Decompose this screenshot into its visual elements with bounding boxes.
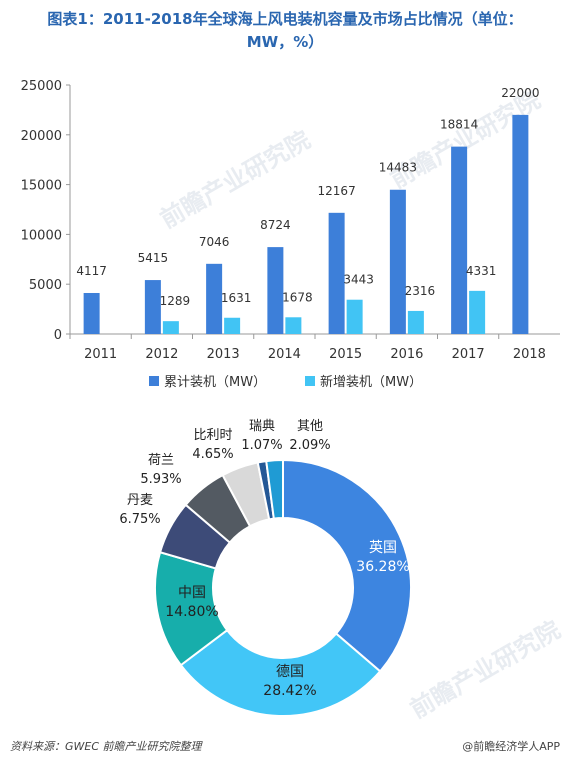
bar-chart: 0 5000 10000 15000 20000 25000 2011 4117 2012 541… bbox=[21, 79, 560, 390]
bar-cumulative bbox=[328, 212, 345, 334]
data-label-cumulative: 8724 bbox=[260, 218, 291, 232]
data-label-new: 4331 bbox=[466, 264, 497, 278]
bar-new bbox=[285, 317, 302, 334]
slice-label: 比利时 bbox=[193, 428, 232, 443]
bar-cumulative bbox=[451, 146, 468, 334]
data-label-cumulative: 4117 bbox=[76, 264, 107, 278]
slice-label: 瑞典 bbox=[249, 419, 275, 434]
x-tick-label: 2011 bbox=[84, 347, 117, 362]
x-tick-label: 2013 bbox=[207, 347, 240, 362]
x-tick-label: 2015 bbox=[329, 347, 362, 362]
donut-slice bbox=[282, 458, 412, 673]
bar-cumulative bbox=[83, 292, 100, 334]
slice-value: 5.93% bbox=[140, 472, 181, 487]
bar-new bbox=[346, 299, 363, 334]
legend-label-new: 新增装机（MW） bbox=[320, 374, 422, 390]
footer-brand: @前瞻经济学人APP bbox=[462, 740, 560, 753]
data-label-cumulative: 14483 bbox=[379, 161, 417, 175]
data-label-new: 1631 bbox=[221, 291, 252, 305]
y-tick-label: 0 bbox=[54, 328, 62, 343]
chart-title-line1: 图表1：2011-2018年全球海上风电装机容量及市场占比情况（单位： bbox=[47, 10, 523, 28]
legend-swatch-cumulative bbox=[149, 376, 159, 386]
donut-slice bbox=[265, 458, 284, 520]
donut-chart: 英国 36.28% 德国 28.42% 中国 14.80% 丹麦 6.75% 荷兰 5.93% 比利… bbox=[119, 419, 412, 717]
data-label-new: 3443 bbox=[343, 273, 374, 287]
data-label-cumulative: 7046 bbox=[199, 235, 230, 249]
slice-value: 28.42% bbox=[263, 683, 316, 699]
x-tick-label: 2014 bbox=[268, 347, 301, 362]
bar-cumulative bbox=[144, 280, 161, 334]
slice-value: 36.28% bbox=[356, 559, 409, 575]
bar-cumulative bbox=[512, 114, 529, 334]
slice-label: 英国 bbox=[369, 539, 397, 556]
y-tick-label: 25000 bbox=[21, 79, 62, 94]
slice-label: 其他 bbox=[297, 419, 323, 434]
slice-value: 6.75% bbox=[119, 512, 160, 527]
data-label-cumulative: 18814 bbox=[440, 118, 478, 132]
donut-slice bbox=[179, 628, 382, 717]
legend-label-cumulative: 累计装机（MW） bbox=[164, 375, 266, 390]
slice-label: 丹麦 bbox=[127, 493, 153, 508]
y-tick-label: 5000 bbox=[29, 278, 62, 293]
x-tick-label: 2012 bbox=[145, 347, 178, 362]
x-tick-label: 2017 bbox=[452, 347, 485, 362]
y-tick-label: 15000 bbox=[21, 179, 62, 194]
slice-label: 荷兰 bbox=[148, 453, 174, 468]
data-label-new: 1678 bbox=[282, 290, 313, 304]
footer-source: 资料来源：GWEC 前瞻产业研究院整理 bbox=[10, 740, 202, 753]
slice-value: 2.09% bbox=[289, 438, 330, 453]
data-label-cumulative: 5415 bbox=[138, 251, 169, 265]
x-tick-label: 2018 bbox=[513, 347, 546, 362]
chart-title-line2: MW，%） bbox=[246, 33, 324, 51]
bar-cumulative bbox=[206, 263, 223, 334]
legend-swatch-new bbox=[305, 376, 315, 386]
y-tick-label: 10000 bbox=[21, 228, 62, 243]
bar-new bbox=[224, 317, 241, 334]
data-label-new: 2316 bbox=[405, 284, 436, 298]
bar-new bbox=[162, 321, 179, 334]
slice-value: 1.07% bbox=[241, 438, 282, 453]
slice-value: 14.80% bbox=[165, 604, 218, 620]
x-tick-label: 2016 bbox=[390, 347, 423, 362]
slice-value: 4.65% bbox=[192, 447, 233, 462]
bar-new bbox=[469, 290, 486, 334]
y-tick-label: 20000 bbox=[21, 129, 62, 144]
data-label-cumulative: 22000 bbox=[501, 86, 539, 100]
slice-label: 德国 bbox=[276, 664, 304, 680]
data-label-cumulative: 12167 bbox=[318, 184, 356, 198]
slice-label: 中国 bbox=[178, 585, 206, 601]
data-label-new: 1289 bbox=[160, 294, 191, 308]
bar-cumulative bbox=[267, 247, 284, 334]
bar-new bbox=[407, 310, 424, 334]
bar-cumulative bbox=[389, 189, 406, 334]
chart-title: 图表1：2011-2018年全球海上风电装机容量及市场占比情况（单位： MW，%… bbox=[0, 8, 570, 54]
